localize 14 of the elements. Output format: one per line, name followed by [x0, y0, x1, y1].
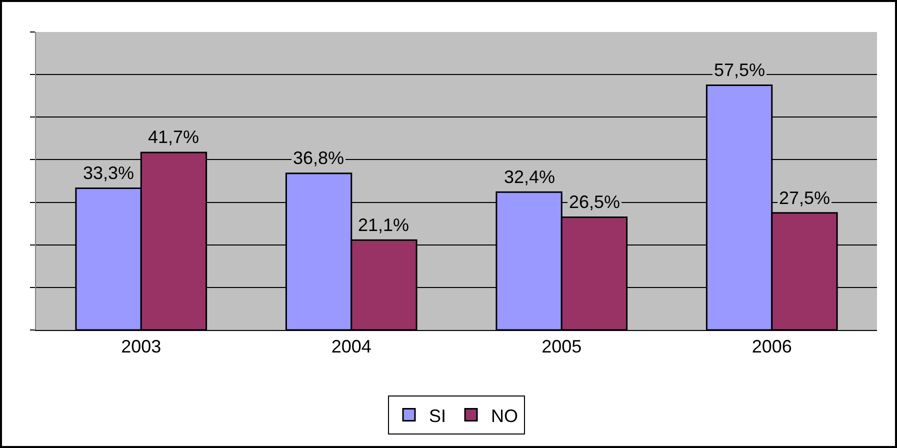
data-label: 21,1% [358, 215, 410, 235]
data-label: 36,8% [293, 148, 344, 168]
x-tick-label: 2004 [331, 336, 372, 357]
data-label: 27,5% [779, 188, 830, 208]
data-label: 33,3% [83, 163, 134, 183]
x-tick-label: 2003 [121, 336, 162, 357]
data-label: 41,7% [148, 127, 200, 147]
x-tick-label: 2005 [542, 336, 582, 357]
legend-label: SI [429, 406, 446, 426]
data-label: 32,4% [504, 167, 556, 187]
x-tick-label: 2006 [752, 336, 792, 357]
legend-label: NO [491, 406, 518, 426]
data-label: 57,5% [714, 60, 766, 80]
data-label: 26,5% [569, 192, 620, 212]
